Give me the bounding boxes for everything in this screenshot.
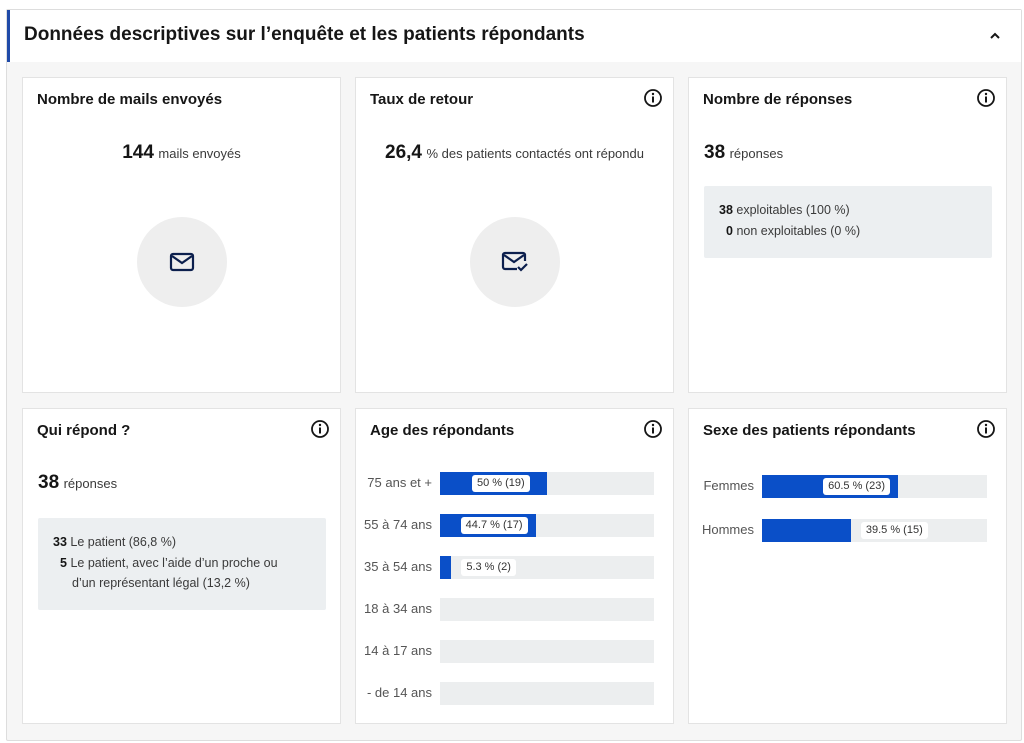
bar-label: 35 à 54 ans	[364, 559, 432, 574]
bar-label: Femmes	[703, 478, 754, 493]
detail-patient-aided-cont: d’un représentant légal (13,2 %)	[72, 576, 250, 590]
card-title: Qui répond ?	[37, 422, 131, 439]
bar-track: 39.5 % (15)	[762, 519, 987, 542]
info-button[interactable]	[643, 419, 663, 439]
bar-track: 5.3 % (2)	[440, 556, 654, 579]
card-mails-sent: Nombre de mails envoyés 144 mails envoyé…	[22, 77, 341, 393]
bar-track	[440, 682, 654, 705]
bar-label: 75 ans et +	[367, 475, 432, 490]
card-responses: Nombre de réponses 38 réponses 38 exploi…	[688, 77, 1007, 393]
responses-count: 38	[704, 142, 726, 163]
bar-value-label: 5.3 % (2)	[461, 559, 516, 576]
panel-header[interactable]: Données descriptives sur l’enquête et le…	[7, 10, 1021, 62]
card-who-responds: Qui répond ? 38 réponses 33 Le patient (…	[22, 408, 341, 724]
detail-text: exploitables (100 %)	[736, 203, 850, 217]
info-icon	[644, 420, 662, 438]
card-title: Taux de retour	[370, 91, 474, 108]
mails-stat: 144 mails envoyés	[23, 142, 340, 164]
envelope-icon	[169, 252, 195, 272]
detail-count: 38	[719, 203, 733, 217]
envelope-check-icon-circle	[470, 217, 560, 307]
bar-label: 18 à 34 ans	[364, 601, 432, 616]
bar-label: Hommes	[701, 522, 754, 537]
detail-patient-aided: 5 Le patient, avec l’aide d’un proche ou	[60, 556, 278, 570]
info-button[interactable]	[976, 419, 996, 439]
detail-non-exploitable: 0 non exploitables (0 %)	[726, 224, 860, 238]
detail-text: Le patient (86,8 %)	[70, 535, 177, 549]
bar-label: 14 à 17 ans	[364, 643, 432, 658]
bar-value-label: 50 % (19)	[472, 475, 530, 492]
info-button[interactable]	[310, 419, 330, 439]
info-icon	[644, 89, 662, 107]
card-title: Nombre de réponses	[703, 91, 853, 108]
detail-text: Le patient, avec l’aide d’un proche ou	[70, 556, 278, 570]
panel-title: Données descriptives sur l’enquête et le…	[24, 24, 585, 45]
bar-label: - de 14 ans	[366, 685, 432, 700]
info-button[interactable]	[643, 88, 663, 108]
who-suffix: réponses	[63, 476, 118, 491]
detail-text: d’un représentant légal (13,2 %)	[72, 576, 250, 590]
chevron-up-icon	[990, 32, 1000, 39]
card-title: Sexe des patients répondants	[703, 422, 916, 439]
bar-track: 50 % (19)	[440, 472, 654, 495]
detail-exploitable: 38 exploitables (100 %)	[719, 203, 850, 217]
mails-count: 144	[122, 142, 154, 163]
collapse-button[interactable]	[985, 26, 1005, 46]
envelope-icon-circle	[137, 217, 227, 307]
bar-track	[440, 640, 654, 663]
who-stat: 38 réponses	[38, 472, 117, 494]
info-icon	[311, 420, 329, 438]
return-rate-value: 26,4	[385, 142, 422, 163]
detail-patient: 33 Le patient (86,8 %)	[53, 535, 176, 549]
detail-count: 5	[60, 556, 67, 570]
bar-track	[440, 598, 654, 621]
card-age: Age des répondants 75 ans et + 50 % (19) 5…	[355, 408, 674, 724]
responses-suffix: réponses	[729, 146, 784, 161]
card-sex: Sexe des patients répondants Femmes 60.5 …	[688, 408, 1007, 724]
bar-track: 44.7 % (17)	[440, 514, 654, 537]
info-button[interactable]	[976, 88, 996, 108]
return-rate-suffix: % des patients contactés ont répondu	[426, 146, 644, 161]
bar-value-label: 60.5 % (23)	[823, 478, 890, 495]
bar-value-label: 44.7 % (17)	[460, 517, 528, 534]
mails-suffix: mails envoyés	[158, 146, 241, 161]
card-title: Age des répondants	[370, 422, 515, 439]
bar-value-label: 39.5 % (15)	[860, 522, 928, 539]
detail-text: non exploitables (0 %)	[736, 224, 861, 238]
bar-track: 60.5 % (23)	[762, 475, 987, 498]
info-icon	[977, 89, 995, 107]
bar-fill	[762, 519, 851, 542]
detail-count: 0	[726, 224, 733, 238]
responses-stat: 38 réponses	[704, 142, 783, 164]
info-icon	[977, 420, 995, 438]
bar-fill	[440, 556, 452, 579]
return-stat: 26,4 % des patients contactés ont répond…	[356, 142, 673, 164]
card-return-rate: Taux de retour 26,4 % des patients conta…	[355, 77, 674, 393]
responses-detail-box: 38 exploitables (100 %) 0 non exploitabl…	[704, 186, 992, 258]
detail-count: 33	[53, 535, 67, 549]
who-detail-box: 33 Le patient (86,8 %) 5 Le patient, ave…	[38, 518, 326, 610]
who-count: 38	[38, 472, 60, 493]
card-title: Nombre de mails envoyés	[37, 91, 223, 108]
bar-label: 55 à 74 ans	[364, 517, 432, 532]
envelope-check-icon	[501, 251, 528, 272]
